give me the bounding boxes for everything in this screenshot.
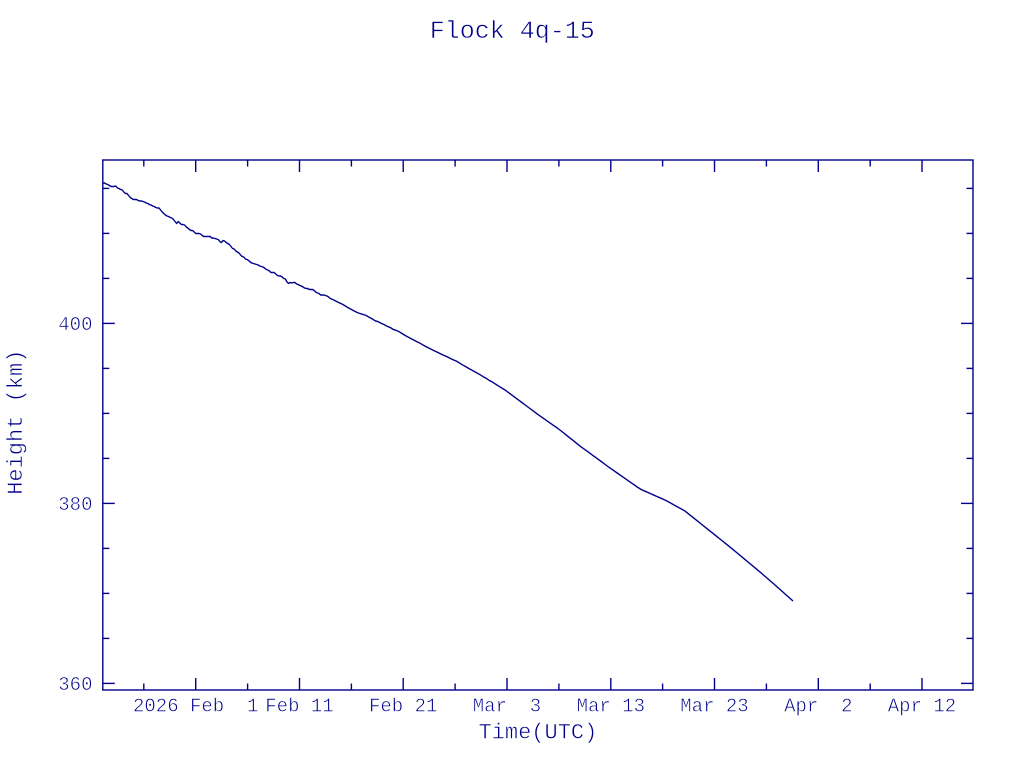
svg-text:Flock 4q-15: Flock 4q-15 (430, 17, 595, 46)
svg-text:Feb 21: Feb 21 (369, 696, 437, 718)
svg-text:380: 380 (58, 494, 92, 516)
svg-text:Apr 12: Apr 12 (888, 696, 956, 718)
svg-text:Time(UTC): Time(UTC) (478, 720, 597, 745)
svg-text:Mar 3: Mar 3 (473, 696, 541, 718)
svg-text:360: 360 (58, 674, 92, 696)
svg-text:2026 Feb 1: 2026 Feb 1 (133, 696, 258, 718)
svg-text:Apr 2: Apr 2 (784, 696, 852, 718)
svg-text:Mar 13: Mar 13 (577, 696, 645, 718)
svg-text:Mar 23: Mar 23 (680, 696, 748, 718)
svg-text:Feb 11: Feb 11 (265, 696, 333, 718)
svg-text:400: 400 (58, 314, 92, 336)
svg-text:Height (km): Height (km) (4, 350, 29, 495)
